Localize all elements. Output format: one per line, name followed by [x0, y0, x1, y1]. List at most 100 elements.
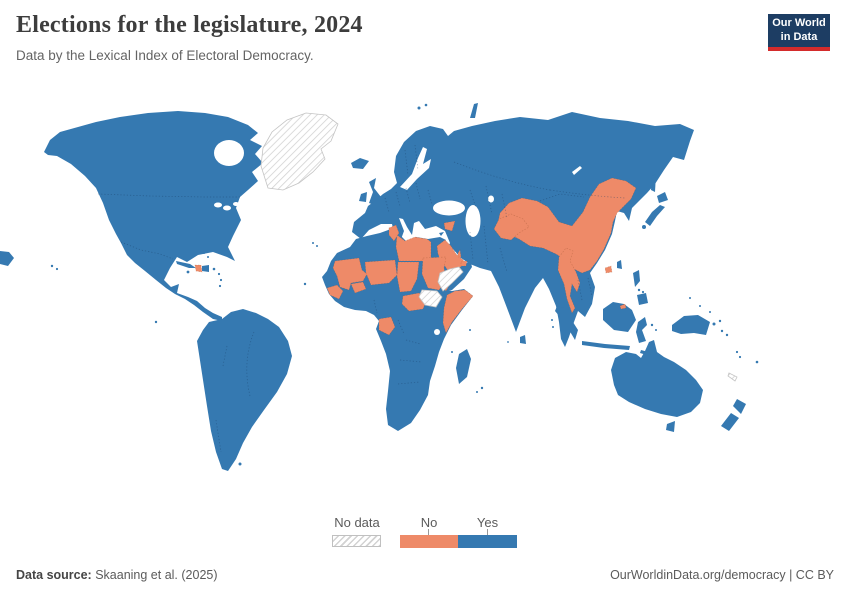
region-puerto-rico[interactable] — [212, 267, 216, 271]
region-cyprus[interactable] — [439, 232, 444, 236]
region-mali[interactable] — [332, 257, 368, 291]
region-micronesia-3[interactable] — [689, 297, 691, 299]
region-comoros[interactable] — [451, 351, 453, 353]
footer-attribution: OurWorldinData.org/democracy | CC BY — [610, 568, 834, 582]
region-tunisia[interactable] — [388, 224, 400, 242]
great-lake-2 — [223, 205, 231, 211]
map-water — [214, 140, 582, 335]
region-south-sudan[interactable] — [418, 289, 443, 308]
region-fiji[interactable] — [755, 360, 759, 364]
region-cuba[interactable] — [176, 261, 196, 268]
region-new-britain-2[interactable] — [718, 319, 722, 323]
region-philippines-mindanao[interactable] — [637, 293, 648, 305]
legend-swatch-no[interactable] — [400, 535, 458, 548]
region-vanuatu-1[interactable] — [735, 350, 739, 354]
region-cape-verde[interactable] — [303, 282, 307, 286]
lake-baikal — [572, 166, 582, 175]
region-guinea[interactable] — [326, 284, 344, 300]
region-philippines-visayas-2[interactable] — [641, 290, 645, 294]
region-japan-honshu[interactable] — [645, 205, 665, 226]
region-micronesia-1[interactable] — [699, 305, 701, 307]
region-australia[interactable] — [611, 340, 703, 417]
region-micronesia-2[interactable] — [709, 311, 711, 313]
region-moluccas-2[interactable] — [655, 329, 657, 331]
region-moluccas-1[interactable] — [650, 323, 654, 327]
great-lake-3 — [233, 202, 239, 206]
region-niger[interactable] — [364, 259, 398, 286]
region-galapagos[interactable] — [154, 320, 158, 324]
region-new-zealand-north[interactable] — [733, 399, 746, 414]
region-hainan[interactable] — [604, 265, 613, 274]
region-japan-kyushu[interactable] — [642, 225, 646, 229]
baltic-sea — [400, 147, 431, 190]
region-falkland-islands[interactable] — [238, 462, 242, 466]
region-sulawesi[interactable] — [636, 317, 647, 343]
region-vanuatu-2[interactable] — [738, 355, 742, 359]
region-hawaii-2[interactable] — [55, 267, 59, 271]
region-new-caledonia[interactable] — [727, 372, 738, 382]
region-south-america[interactable] — [197, 309, 292, 471]
region-new-guinea[interactable] — [672, 315, 710, 335]
region-seychelles[interactable] — [469, 329, 471, 331]
region-andaman-1[interactable] — [551, 319, 553, 321]
region-iceland[interactable] — [351, 158, 369, 169]
region-canary-1[interactable] — [316, 245, 318, 247]
region-maldives[interactable] — [507, 341, 509, 343]
region-syria[interactable] — [443, 220, 456, 232]
region-bahamas-2[interactable] — [207, 256, 209, 258]
legend-swatch-no-data[interactable] — [332, 535, 381, 547]
region-solomons-1[interactable] — [720, 329, 724, 333]
region-sakhalin[interactable] — [651, 174, 656, 192]
region-china[interactable] — [496, 177, 637, 274]
owid-logo[interactable]: Our World in Data — [768, 14, 830, 51]
region-solomons-2[interactable] — [725, 333, 729, 337]
region-sri-lanka[interactable] — [520, 335, 526, 344]
region-pacific-wrap[interactable] — [0, 251, 14, 266]
region-brunei[interactable] — [619, 303, 627, 310]
region-north-america[interactable] — [44, 111, 263, 321]
region-qatar[interactable] — [457, 249, 462, 258]
region-sumatra[interactable] — [555, 306, 578, 340]
legend-swatch-yes[interactable] — [458, 535, 517, 548]
region-libya[interactable] — [395, 234, 432, 262]
region-gabon[interactable] — [378, 316, 396, 336]
region-ireland[interactable] — [359, 192, 367, 202]
region-novaya-zemlya[interactable] — [470, 103, 478, 118]
region-myanmar[interactable] — [557, 247, 581, 314]
legend-tick-yes — [487, 529, 488, 535]
region-madagascar[interactable] — [456, 349, 471, 384]
region-reunion[interactable] — [476, 391, 478, 393]
region-dominican-republic[interactable] — [202, 265, 209, 272]
region-svalbard-2[interactable] — [424, 103, 428, 107]
region-united-arab-emirates[interactable] — [460, 260, 468, 267]
region-svalbard-1[interactable] — [417, 106, 421, 110]
region-hawaii-1[interactable] — [50, 264, 54, 268]
region-new-britain[interactable] — [712, 322, 716, 326]
region-afghanistan[interactable] — [493, 213, 530, 241]
region-chad[interactable] — [396, 261, 420, 293]
region-philippines-visayas-1[interactable] — [637, 288, 641, 292]
legend-label-no: No — [420, 515, 438, 530]
region-java[interactable] — [582, 341, 630, 350]
region-new-zealand-south[interactable] — [721, 413, 739, 431]
region-lesser-antilles-2[interactable] — [219, 278, 223, 282]
region-tasmania[interactable] — [666, 421, 675, 432]
region-mauritius[interactable] — [480, 386, 484, 390]
region-borneo[interactable] — [603, 302, 636, 332]
region-jamaica[interactable] — [186, 270, 190, 274]
region-haiti[interactable] — [194, 264, 203, 273]
region-lesser-antilles-1[interactable] — [217, 272, 221, 276]
region-yemen[interactable] — [437, 266, 464, 292]
region-burkina-faso[interactable] — [350, 281, 367, 294]
region-japan-hokkaido[interactable] — [657, 192, 668, 203]
footer-link[interactable]: OurWorldinData.org/democracy — [610, 568, 786, 582]
region-lesser-antilles-3[interactable] — [218, 284, 222, 288]
region-philippines-luzon[interactable] — [633, 270, 640, 287]
region-canary-2[interactable] — [312, 242, 314, 244]
region-greenland[interactable] — [260, 112, 339, 191]
region-taiwan[interactable] — [617, 260, 622, 269]
region-bahamas[interactable] — [203, 252, 205, 254]
region-somalia[interactable] — [442, 289, 474, 334]
region-andaman-2[interactable] — [552, 326, 554, 328]
